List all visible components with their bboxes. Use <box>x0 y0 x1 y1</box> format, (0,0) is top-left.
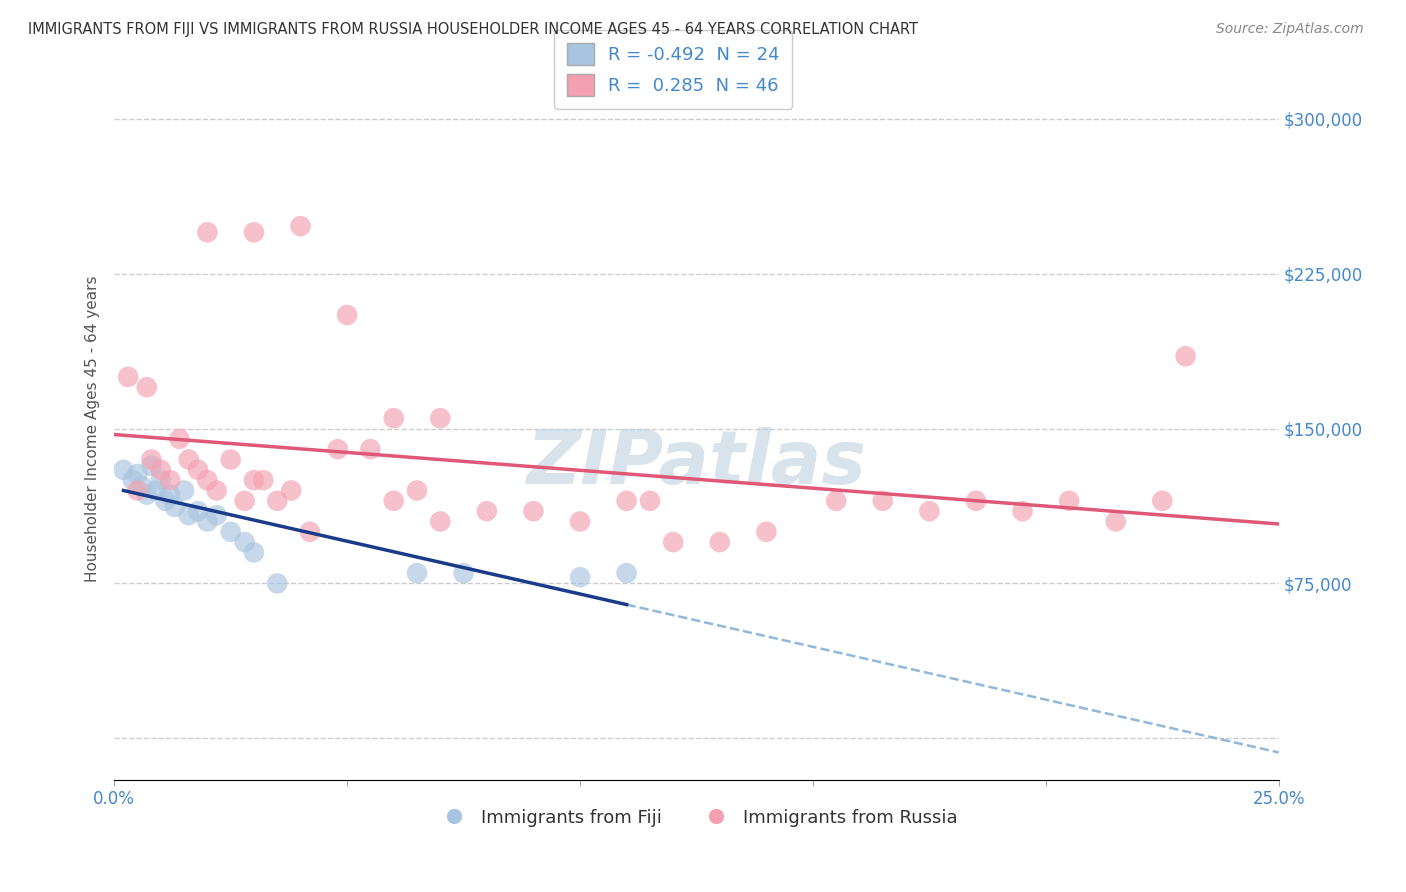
Point <box>429 411 451 425</box>
Point <box>187 463 209 477</box>
Point <box>1011 504 1033 518</box>
Point <box>243 225 266 239</box>
Point <box>155 493 177 508</box>
Point <box>1057 493 1080 508</box>
Point <box>662 535 685 549</box>
Point <box>569 570 592 584</box>
Point <box>1152 493 1174 508</box>
Point <box>135 487 157 501</box>
Point <box>173 483 195 498</box>
Point <box>569 515 592 529</box>
Point <box>169 432 191 446</box>
Point <box>429 515 451 529</box>
Point <box>326 442 349 457</box>
Point <box>141 458 163 473</box>
Point <box>131 479 153 493</box>
Point <box>219 452 242 467</box>
Point <box>359 442 381 457</box>
Text: ZIPatlas: ZIPatlas <box>526 427 866 500</box>
Point <box>177 508 200 523</box>
Legend: Immigrants from Fiji, Immigrants from Russia: Immigrants from Fiji, Immigrants from Ru… <box>429 801 965 834</box>
Point <box>243 545 266 559</box>
Point <box>252 473 274 487</box>
Point <box>382 411 405 425</box>
Point <box>135 380 157 394</box>
Point <box>127 483 149 498</box>
Point <box>965 493 987 508</box>
Point <box>266 493 288 508</box>
Point <box>266 576 288 591</box>
Point <box>709 535 731 549</box>
Point <box>195 515 218 529</box>
Point <box>205 483 228 498</box>
Point <box>825 493 848 508</box>
Point <box>141 452 163 467</box>
Point <box>406 566 429 580</box>
Point <box>145 483 167 498</box>
Point <box>522 504 544 518</box>
Point <box>187 504 209 518</box>
Point <box>1105 515 1128 529</box>
Point <box>195 473 218 487</box>
Point <box>149 473 172 487</box>
Point <box>177 452 200 467</box>
Point <box>112 463 135 477</box>
Point <box>475 504 498 518</box>
Point <box>117 370 139 384</box>
Point <box>290 219 312 234</box>
Point <box>205 508 228 523</box>
Point <box>127 467 149 481</box>
Text: IMMIGRANTS FROM FIJI VS IMMIGRANTS FROM RUSSIA HOUSEHOLDER INCOME AGES 45 - 64 Y: IMMIGRANTS FROM FIJI VS IMMIGRANTS FROM … <box>28 22 918 37</box>
Point <box>121 473 143 487</box>
Y-axis label: Householder Income Ages 45 - 64 years: Householder Income Ages 45 - 64 years <box>86 276 100 582</box>
Text: Source: ZipAtlas.com: Source: ZipAtlas.com <box>1216 22 1364 37</box>
Point <box>918 504 941 518</box>
Point <box>872 493 894 508</box>
Point <box>453 566 475 580</box>
Point <box>219 524 242 539</box>
Point <box>233 535 256 549</box>
Point <box>638 493 661 508</box>
Point <box>159 487 181 501</box>
Point <box>616 493 638 508</box>
Point <box>298 524 321 539</box>
Point <box>163 500 186 514</box>
Point <box>159 473 181 487</box>
Point <box>280 483 302 498</box>
Point <box>406 483 429 498</box>
Point <box>149 463 172 477</box>
Point <box>755 524 778 539</box>
Point <box>336 308 359 322</box>
Point <box>195 225 218 239</box>
Point <box>243 473 266 487</box>
Point <box>382 493 405 508</box>
Point <box>233 493 256 508</box>
Point <box>1174 349 1197 363</box>
Point <box>616 566 638 580</box>
